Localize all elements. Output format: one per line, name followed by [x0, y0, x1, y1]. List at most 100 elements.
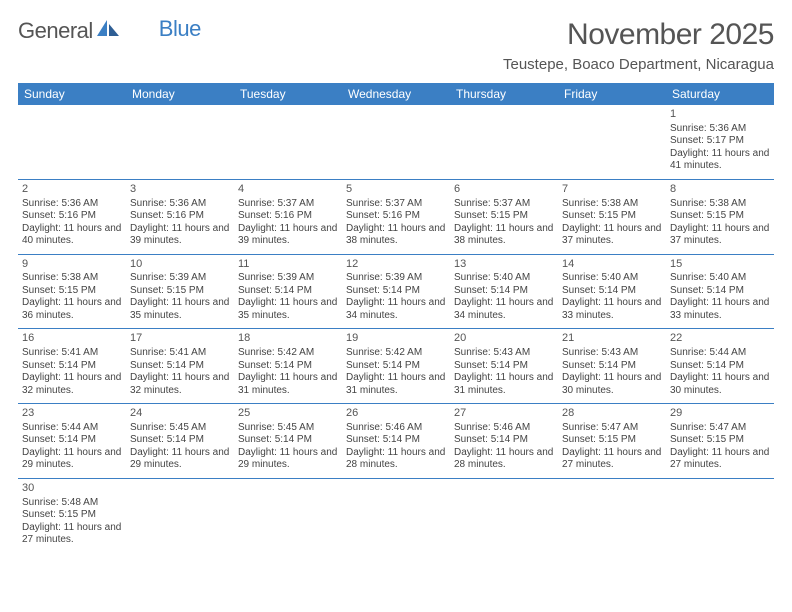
day-number: 17 — [130, 332, 230, 346]
day-number: 28 — [562, 407, 662, 421]
day-cell: 7Sunrise: 5:38 AMSunset: 5:15 PMDaylight… — [558, 180, 666, 254]
sunset-line: Sunset: 5:15 PM — [562, 434, 662, 447]
daylight-line: Daylight: 11 hours and 32 minutes. — [22, 372, 122, 397]
sunrise-line: Sunrise: 5:39 AM — [130, 272, 230, 285]
sunrise-line: Sunrise: 5:43 AM — [562, 347, 662, 360]
sunset-line: Sunset: 5:14 PM — [238, 285, 338, 298]
sunrise-line: Sunrise: 5:42 AM — [238, 347, 338, 360]
daylight-line: Daylight: 11 hours and 36 minutes. — [22, 297, 122, 322]
day-number: 14 — [562, 258, 662, 272]
day-cell: 22Sunrise: 5:44 AMSunset: 5:14 PMDayligh… — [666, 329, 774, 403]
sunset-line: Sunset: 5:14 PM — [454, 285, 554, 298]
daylight-line: Daylight: 11 hours and 34 minutes. — [346, 297, 446, 322]
sunrise-line: Sunrise: 5:44 AM — [22, 422, 122, 435]
week-row: 23Sunrise: 5:44 AMSunset: 5:14 PMDayligh… — [18, 404, 774, 479]
day-cell: 2Sunrise: 5:36 AMSunset: 5:16 PMDaylight… — [18, 180, 126, 254]
day-number: 10 — [130, 258, 230, 272]
sunrise-line: Sunrise: 5:44 AM — [670, 347, 770, 360]
empty-cell — [234, 105, 342, 179]
daylight-line: Daylight: 11 hours and 33 minutes. — [562, 297, 662, 322]
day-cell: 5Sunrise: 5:37 AMSunset: 5:16 PMDaylight… — [342, 180, 450, 254]
day-number: 8 — [670, 183, 770, 197]
sunrise-line: Sunrise: 5:36 AM — [22, 198, 122, 211]
day-number: 5 — [346, 183, 446, 197]
daylight-line: Daylight: 11 hours and 31 minutes. — [238, 372, 338, 397]
day-cell: 6Sunrise: 5:37 AMSunset: 5:15 PMDaylight… — [450, 180, 558, 254]
sunrise-line: Sunrise: 5:38 AM — [562, 198, 662, 211]
daylight-line: Daylight: 11 hours and 31 minutes. — [346, 372, 446, 397]
empty-cell — [126, 105, 234, 179]
sunset-line: Sunset: 5:14 PM — [454, 434, 554, 447]
sunrise-line: Sunrise: 5:39 AM — [238, 272, 338, 285]
sail-icon — [95, 18, 121, 44]
day-cell: 25Sunrise: 5:45 AMSunset: 5:14 PMDayligh… — [234, 404, 342, 478]
sunset-line: Sunset: 5:15 PM — [22, 285, 122, 298]
day-number: 25 — [238, 407, 338, 421]
sunset-line: Sunset: 5:16 PM — [238, 210, 338, 223]
day-cell: 8Sunrise: 5:38 AMSunset: 5:15 PMDaylight… — [666, 180, 774, 254]
day-header-sunday: Sunday — [18, 83, 126, 105]
sunset-line: Sunset: 5:14 PM — [346, 285, 446, 298]
sunrise-line: Sunrise: 5:47 AM — [562, 422, 662, 435]
day-number: 7 — [562, 183, 662, 197]
day-number: 15 — [670, 258, 770, 272]
sunset-line: Sunset: 5:14 PM — [130, 360, 230, 373]
daylight-line: Daylight: 11 hours and 27 minutes. — [670, 447, 770, 472]
day-cell: 26Sunrise: 5:46 AMSunset: 5:14 PMDayligh… — [342, 404, 450, 478]
daylight-line: Daylight: 11 hours and 39 minutes. — [130, 223, 230, 248]
day-number: 23 — [22, 407, 122, 421]
sunrise-line: Sunrise: 5:37 AM — [238, 198, 338, 211]
day-cell: 12Sunrise: 5:39 AMSunset: 5:14 PMDayligh… — [342, 255, 450, 329]
logo-text-general: General — [18, 18, 93, 44]
daylight-line: Daylight: 11 hours and 31 minutes. — [454, 372, 554, 397]
day-number: 6 — [454, 183, 554, 197]
daylight-line: Daylight: 11 hours and 28 minutes. — [454, 447, 554, 472]
day-number: 4 — [238, 183, 338, 197]
day-number: 19 — [346, 332, 446, 346]
empty-cell — [126, 479, 234, 553]
sunrise-line: Sunrise: 5:41 AM — [22, 347, 122, 360]
day-number: 11 — [238, 258, 338, 272]
logo-text-blue: Blue — [159, 16, 201, 42]
day-number: 21 — [562, 332, 662, 346]
daylight-line: Daylight: 11 hours and 29 minutes. — [130, 447, 230, 472]
day-number: 30 — [22, 482, 122, 496]
sunset-line: Sunset: 5:14 PM — [346, 360, 446, 373]
day-cell: 24Sunrise: 5:45 AMSunset: 5:14 PMDayligh… — [126, 404, 234, 478]
daylight-line: Daylight: 11 hours and 29 minutes. — [238, 447, 338, 472]
day-header-saturday: Saturday — [666, 83, 774, 105]
daylight-line: Daylight: 11 hours and 39 minutes. — [238, 223, 338, 248]
empty-cell — [342, 479, 450, 553]
sunset-line: Sunset: 5:15 PM — [670, 434, 770, 447]
day-cell: 18Sunrise: 5:42 AMSunset: 5:14 PMDayligh… — [234, 329, 342, 403]
sunset-line: Sunset: 5:15 PM — [670, 210, 770, 223]
daylight-line: Daylight: 11 hours and 27 minutes. — [562, 447, 662, 472]
day-number: 16 — [22, 332, 122, 346]
day-number: 3 — [130, 183, 230, 197]
day-number: 22 — [670, 332, 770, 346]
day-cell: 20Sunrise: 5:43 AMSunset: 5:14 PMDayligh… — [450, 329, 558, 403]
location-text: Teustepe, Boaco Department, Nicaragua — [503, 56, 774, 73]
sunrise-line: Sunrise: 5:37 AM — [346, 198, 446, 211]
empty-cell — [18, 105, 126, 179]
daylight-line: Daylight: 11 hours and 32 minutes. — [130, 372, 230, 397]
day-header-row: SundayMondayTuesdayWednesdayThursdayFrid… — [18, 83, 774, 105]
empty-cell — [558, 105, 666, 179]
daylight-line: Daylight: 11 hours and 27 minutes. — [22, 522, 122, 547]
sunset-line: Sunset: 5:14 PM — [670, 360, 770, 373]
day-cell: 27Sunrise: 5:46 AMSunset: 5:14 PMDayligh… — [450, 404, 558, 478]
empty-cell — [450, 105, 558, 179]
sunset-line: Sunset: 5:14 PM — [346, 434, 446, 447]
sunset-line: Sunset: 5:14 PM — [130, 434, 230, 447]
day-cell: 16Sunrise: 5:41 AMSunset: 5:14 PMDayligh… — [18, 329, 126, 403]
empty-cell — [666, 479, 774, 553]
day-cell: 30Sunrise: 5:48 AMSunset: 5:15 PMDayligh… — [18, 479, 126, 553]
day-cell: 19Sunrise: 5:42 AMSunset: 5:14 PMDayligh… — [342, 329, 450, 403]
sunset-line: Sunset: 5:14 PM — [238, 434, 338, 447]
day-cell: 21Sunrise: 5:43 AMSunset: 5:14 PMDayligh… — [558, 329, 666, 403]
sunset-line: Sunset: 5:17 PM — [670, 135, 770, 148]
weeks-container: 1Sunrise: 5:36 AMSunset: 5:17 PMDaylight… — [18, 105, 774, 553]
calendar: SundayMondayTuesdayWednesdayThursdayFrid… — [18, 83, 774, 553]
daylight-line: Daylight: 11 hours and 37 minutes. — [562, 223, 662, 248]
sunset-line: Sunset: 5:16 PM — [130, 210, 230, 223]
